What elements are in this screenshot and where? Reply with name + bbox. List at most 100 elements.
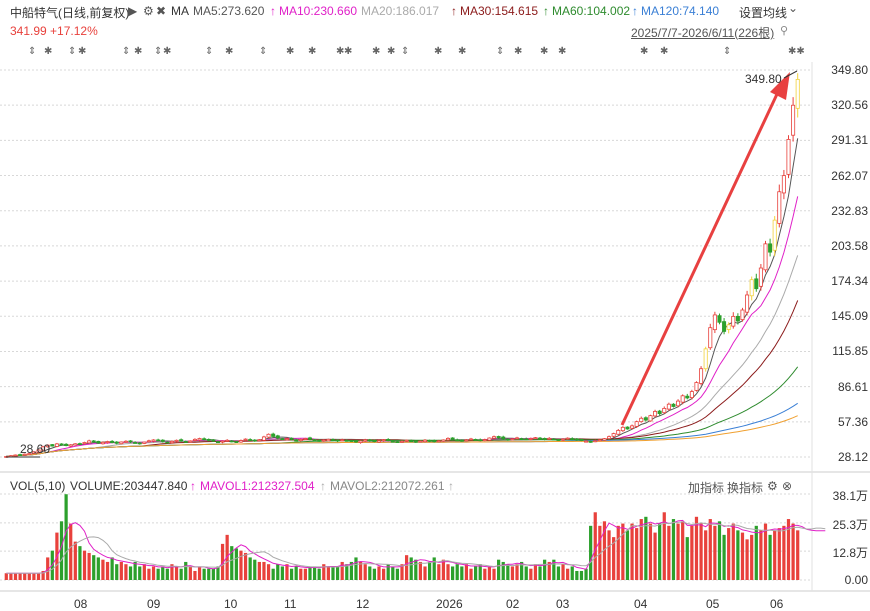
candle-body — [740, 309, 745, 320]
stock-name[interactable]: 中船特气(日线,前复权) — [10, 6, 130, 20]
candle-body — [450, 437, 455, 440]
candle-body — [459, 439, 464, 442]
candle-body — [561, 438, 566, 441]
candle-body — [307, 437, 312, 440]
candle-body — [722, 321, 727, 332]
candle-body — [128, 440, 133, 443]
ma5-value: MA5:273.620 — [193, 4, 265, 18]
price-tick-label: 349.80 — [831, 63, 868, 77]
volume-bar — [786, 519, 791, 580]
time-tick-label: 03 — [556, 597, 570, 611]
candle-body — [441, 439, 446, 442]
candle-body — [280, 438, 285, 440]
candle-body — [82, 442, 87, 444]
candle-body — [768, 243, 773, 253]
time-tick-label: 09 — [147, 597, 161, 611]
settings-icon[interactable]: ⚙ — [143, 4, 154, 18]
candle-body — [59, 443, 64, 446]
volume-bar — [368, 566, 372, 580]
candle-body — [169, 440, 174, 444]
mavol2-value: MAVOL2:212072.261 — [330, 479, 445, 493]
play-icon[interactable]: ▶ — [128, 4, 138, 18]
candle-body — [735, 315, 740, 322]
candle-body — [464, 439, 469, 442]
volume-bar — [547, 561, 551, 580]
candle-body — [298, 439, 303, 442]
volume-bar — [184, 561, 188, 580]
candle-body — [763, 243, 768, 271]
date-range[interactable]: 2025/7/7-2026/6/11(226根) — [631, 26, 775, 40]
volume-bar — [510, 566, 515, 580]
add-indicator-button[interactable]: 加指标 — [688, 481, 725, 495]
volume-bar — [708, 519, 712, 580]
volume-bar — [685, 537, 689, 580]
candle-body — [206, 438, 211, 441]
candle-body — [409, 440, 414, 443]
candle-body — [248, 439, 253, 441]
volume-bar — [188, 566, 192, 580]
candle-body — [330, 439, 335, 441]
volume-bar — [681, 521, 685, 580]
pin-icon[interactable]: ⚲ — [780, 25, 789, 37]
ma20-line — [6, 255, 799, 457]
candle-body — [625, 426, 630, 430]
candle-body — [565, 437, 570, 440]
time-tick-label: 2026 — [436, 597, 463, 611]
candle-body — [211, 439, 216, 442]
volume-bar — [119, 561, 123, 580]
switch-indicator-button[interactable]: 换指标 — [727, 481, 764, 495]
candle-body — [538, 437, 543, 440]
candle-body — [482, 439, 487, 441]
candle-body — [510, 438, 515, 441]
price-tick-label: 262.07 — [831, 168, 868, 183]
volume-bar — [128, 566, 133, 580]
close-icon[interactable]: ✖ — [156, 4, 167, 18]
volume-bar — [36, 573, 41, 580]
volume-tick-label: 12.8万 — [832, 546, 868, 561]
volume-bar — [501, 561, 505, 580]
volume-bar — [796, 530, 800, 580]
candle-body — [91, 440, 96, 443]
candle-body — [528, 438, 533, 440]
volume-bar — [492, 568, 496, 580]
candle-body — [110, 440, 115, 443]
volume-bar — [322, 564, 326, 580]
ma-settings-button[interactable]: 设置均线 — [739, 6, 788, 20]
settings-icon[interactable]: ⚙ — [767, 479, 778, 493]
candle-body — [593, 440, 598, 443]
volume-bars — [4, 494, 800, 580]
volume-bar — [46, 557, 50, 580]
candle-body — [745, 294, 750, 313]
volume-bar — [345, 564, 349, 580]
volume-bar — [349, 561, 353, 580]
candle-body — [317, 439, 322, 442]
volume-bar — [671, 519, 676, 580]
close-icon[interactable]: ⊗ — [782, 479, 793, 493]
price-tick-label: 57.36 — [837, 414, 868, 429]
candle-body — [151, 439, 156, 442]
candle-body — [712, 314, 717, 331]
candle-body — [579, 439, 584, 441]
volume-bar — [110, 557, 114, 580]
candle-body — [73, 443, 78, 446]
candle-body — [386, 439, 391, 441]
volume-bar — [648, 523, 653, 580]
volume-bar — [727, 528, 731, 580]
candle-body — [372, 439, 377, 443]
volume-bar — [335, 566, 340, 580]
ma30-line — [6, 300, 799, 457]
candle-body — [643, 417, 648, 421]
volume-bar — [271, 568, 275, 580]
candle-body — [77, 443, 82, 446]
candle-body — [597, 439, 602, 442]
volume-bar — [570, 566, 574, 580]
chevron-down-icon[interactable]: ⌄ — [788, 1, 799, 15]
candle-body — [685, 395, 690, 399]
volume-bar — [4, 573, 8, 580]
candle-body — [160, 439, 165, 442]
candle-body — [381, 439, 386, 442]
time-tick-label: 12 — [356, 597, 370, 611]
candle-body — [505, 438, 510, 441]
candle-body — [266, 433, 271, 438]
